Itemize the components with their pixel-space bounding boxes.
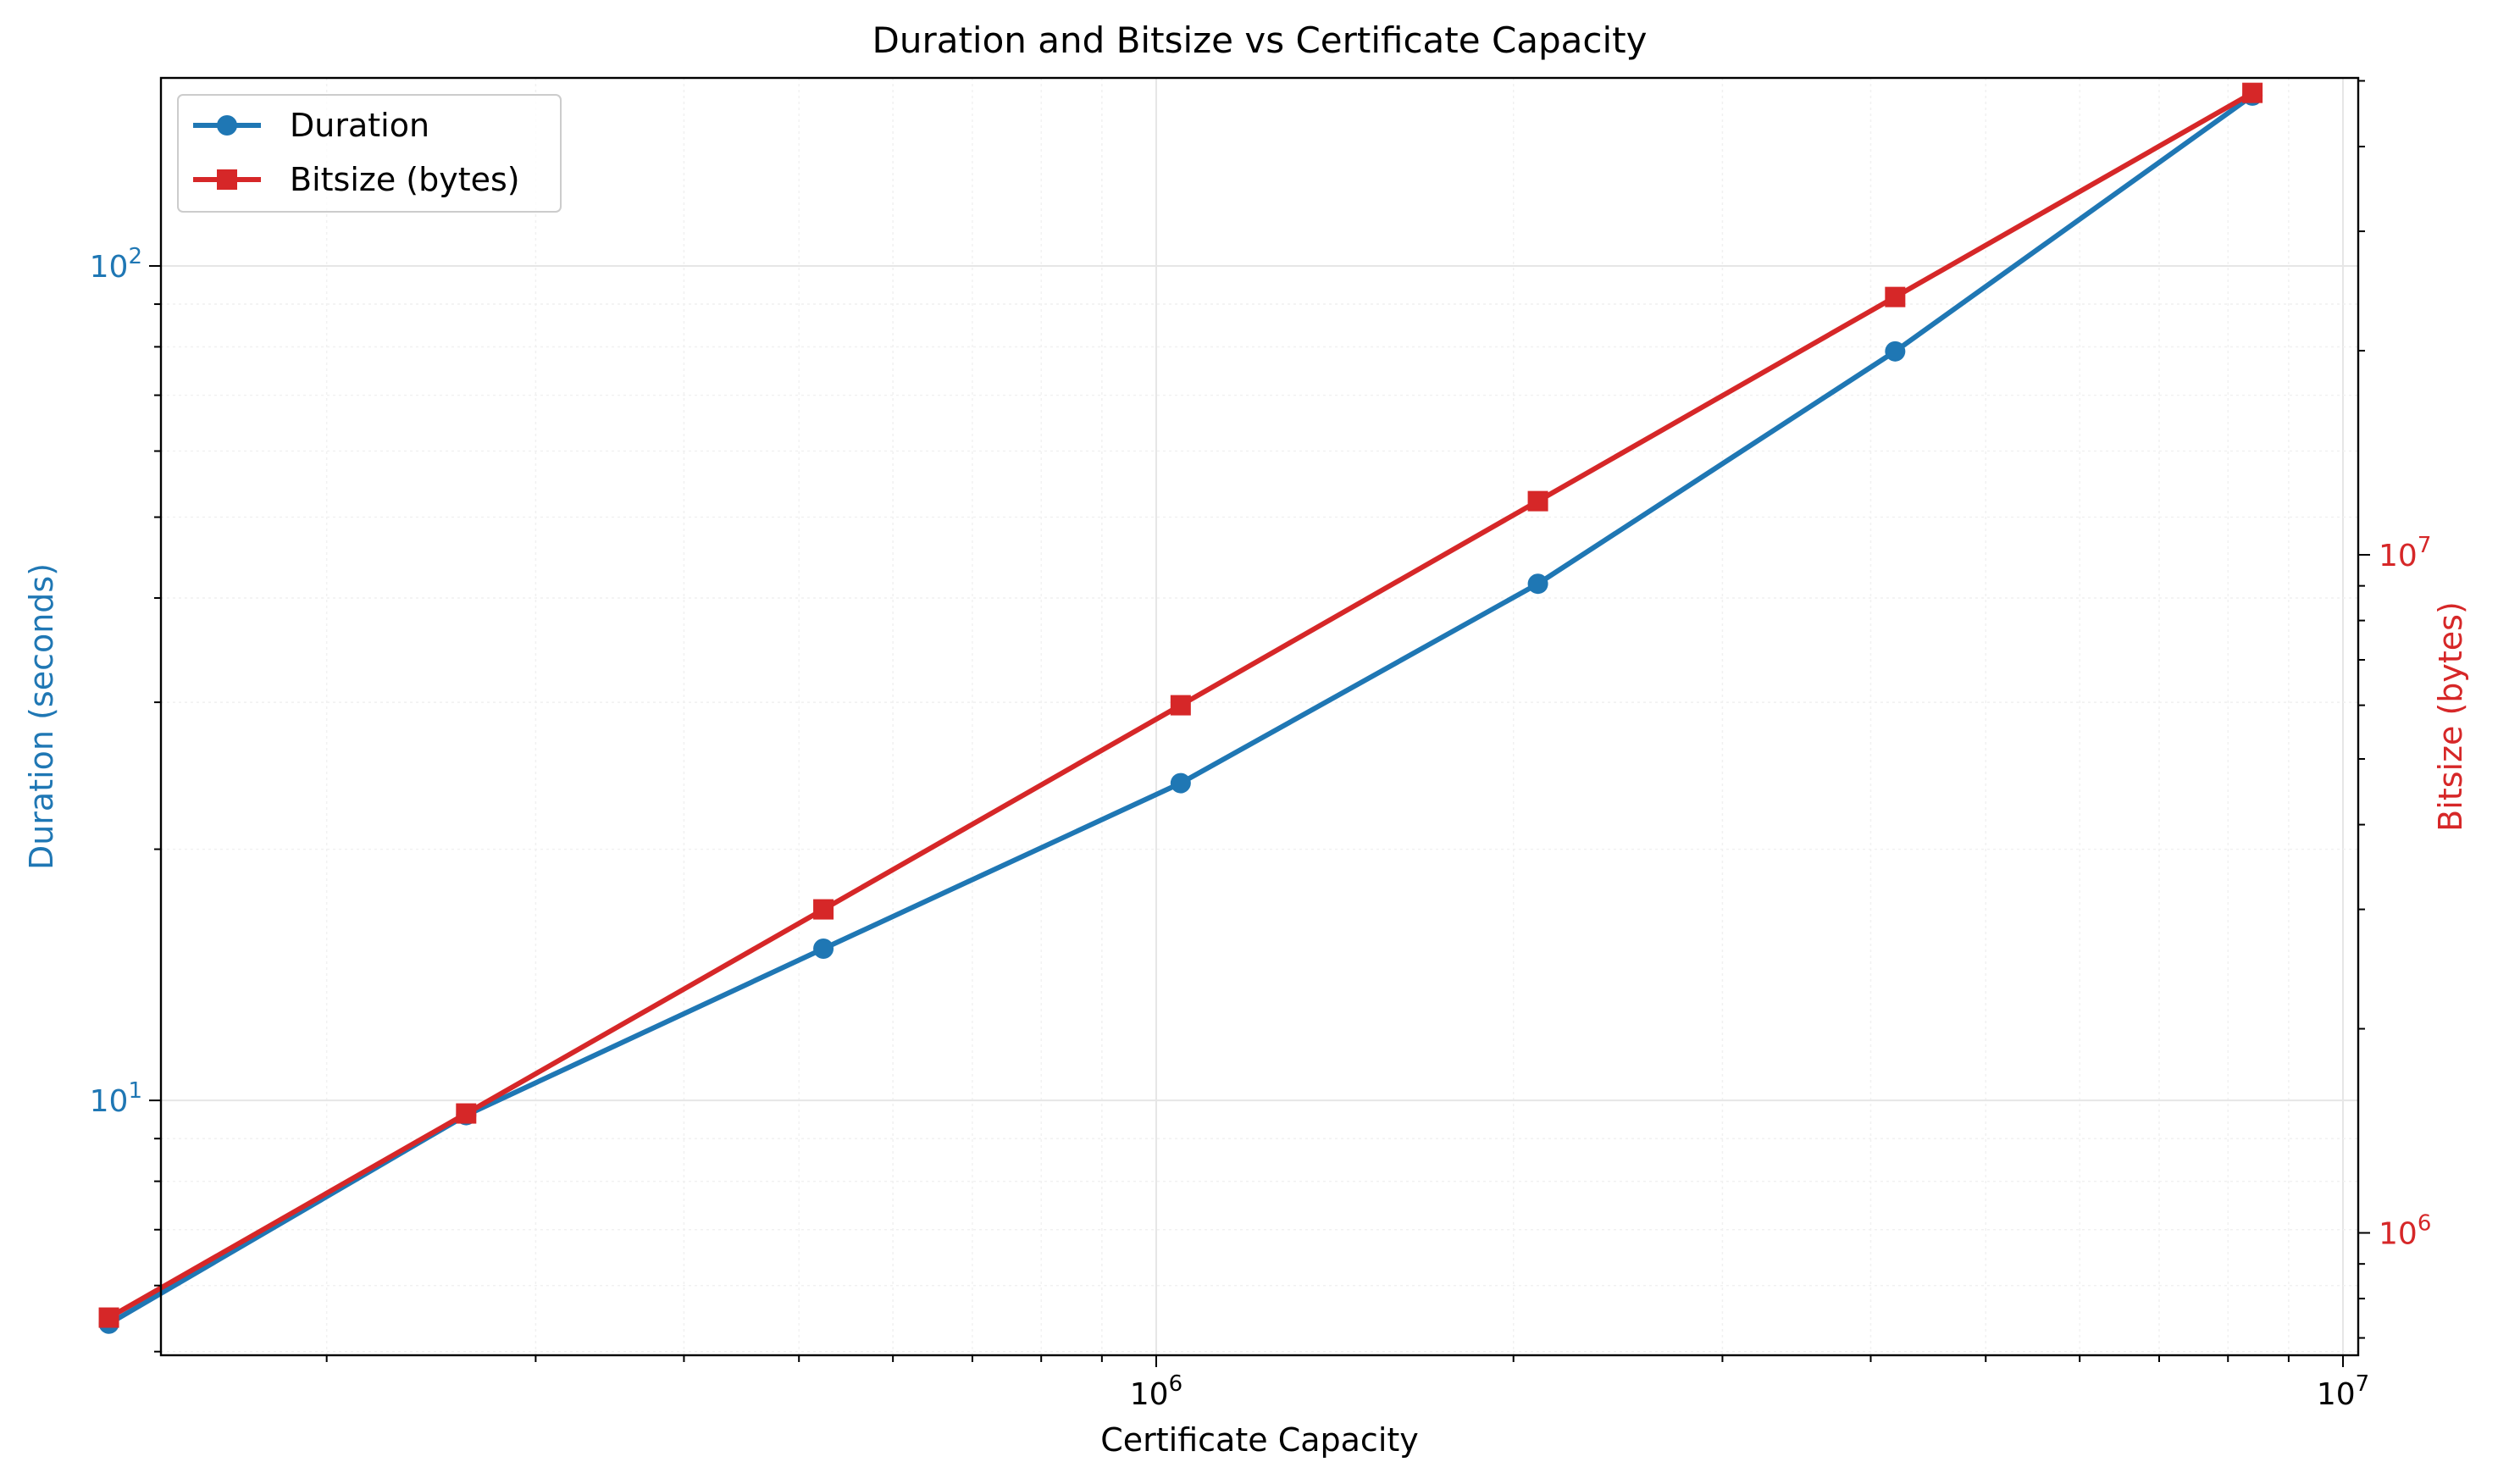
data-point-1-5 <box>1885 286 1906 307</box>
legend-box <box>177 94 562 213</box>
data-point-0-2 <box>813 938 834 959</box>
legend: Duration Bitsize (bytes) <box>177 94 562 213</box>
data-point-1-3 <box>1170 695 1191 716</box>
legend-label-0: Duration <box>290 107 429 144</box>
data-point-1-6 <box>2242 82 2263 103</box>
plot-frame <box>159 76 2360 1357</box>
data-point-0-5 <box>1885 341 1906 362</box>
chart-title: Duration and Bitsize vs Certificate Capa… <box>872 19 1647 61</box>
legend-marker-0 <box>217 115 237 136</box>
y-axis-right-label: Bitsize (bytes) <box>2432 601 2469 832</box>
data-point-1-4 <box>1527 490 1548 512</box>
axis-ticks: 106 107 101 102 106 107 <box>90 80 2431 1412</box>
x-tick-label: 107 <box>2317 1371 2369 1412</box>
grid-lines <box>161 78 2358 1355</box>
legend-marker-1 <box>217 169 237 190</box>
y-left-tick-label: 102 <box>90 244 142 285</box>
data-point-1-1 <box>456 1103 477 1124</box>
data-point-0-4 <box>1527 573 1548 595</box>
y-right-tick-label: 107 <box>2379 533 2431 573</box>
x-axis-label: Certificate Capacity <box>1100 1421 1419 1459</box>
y-left-tick-label: 101 <box>90 1078 142 1119</box>
data-point-1-2 <box>813 899 834 920</box>
x-tick-label: 106 <box>1130 1371 1182 1412</box>
y-right-tick-label: 106 <box>2379 1211 2431 1252</box>
y-axis-left-label: Duration (seconds) <box>23 563 60 870</box>
legend-label-1: Bitsize (bytes) <box>290 161 520 198</box>
data-point-1-0 <box>98 1307 119 1328</box>
data-point-0-3 <box>1170 772 1191 794</box>
series-group <box>98 82 2263 1334</box>
